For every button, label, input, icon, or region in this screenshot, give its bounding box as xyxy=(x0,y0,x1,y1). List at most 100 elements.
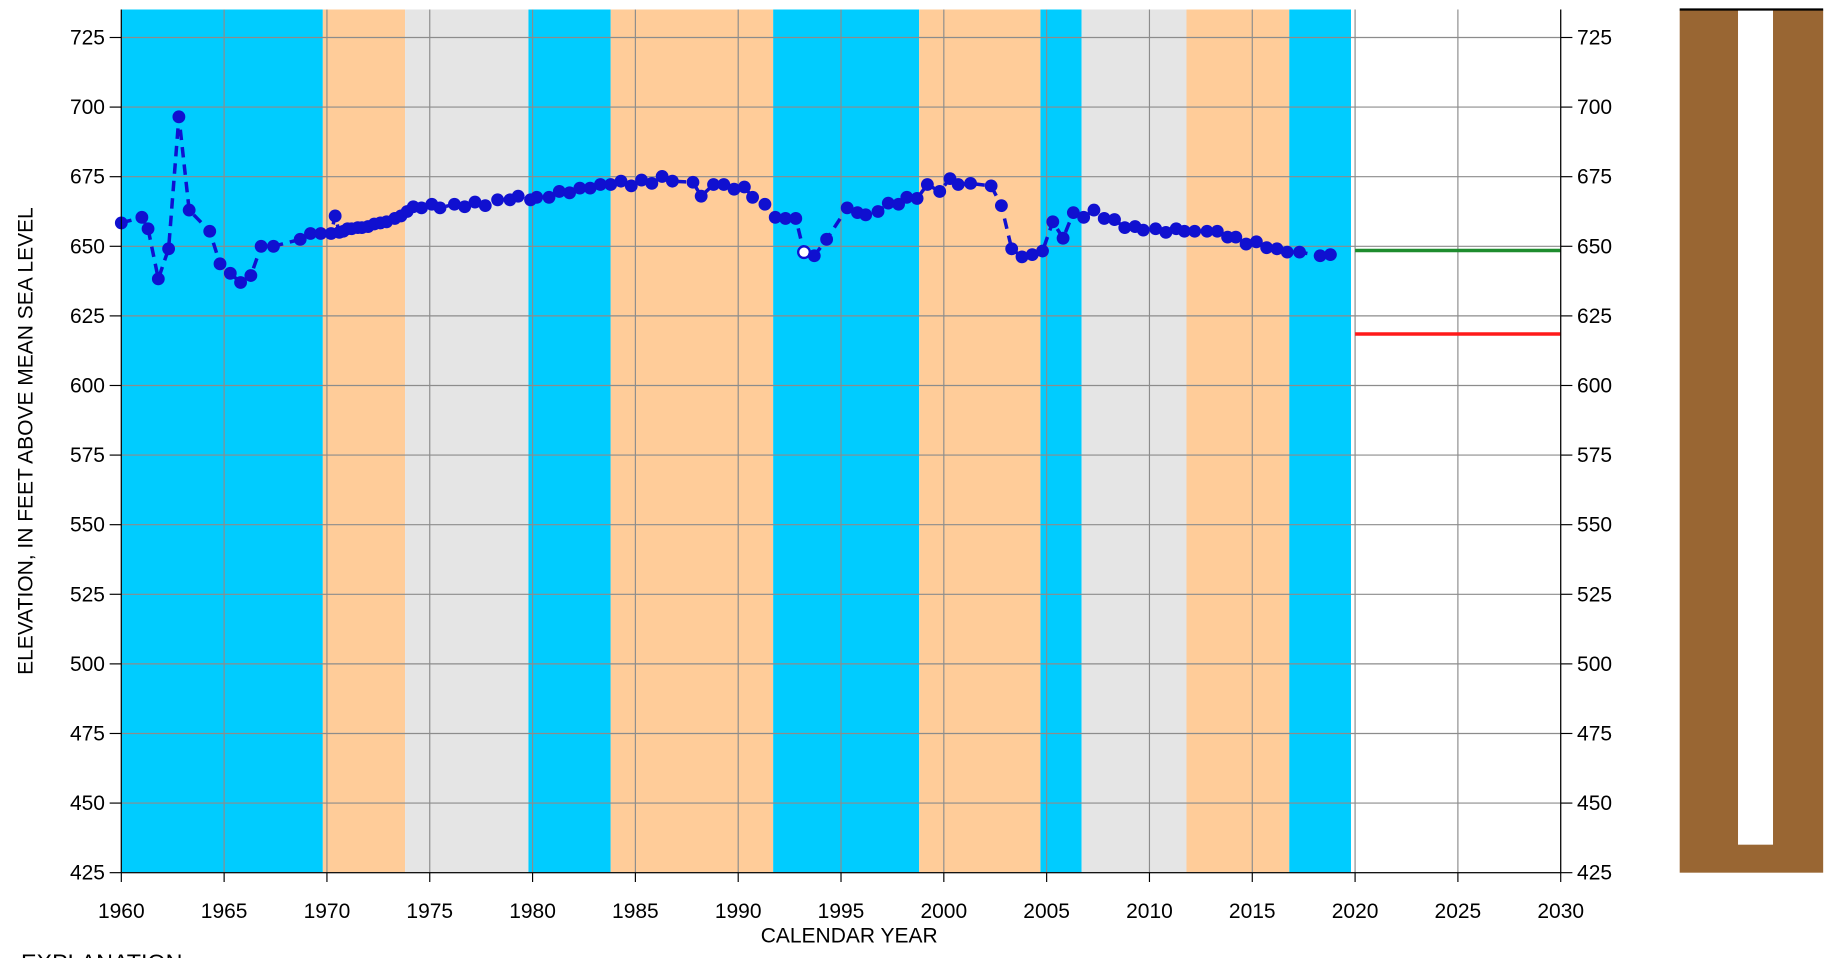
y-tick-label-right: 675 xyxy=(1577,166,1612,189)
data-point xyxy=(203,224,217,238)
data-point xyxy=(328,209,342,223)
well-bore xyxy=(1738,9,1774,845)
period-band xyxy=(773,9,920,873)
y-tick-label-right: 525 xyxy=(1577,583,1612,606)
data-point xyxy=(162,242,176,256)
y-tick-label: 700 xyxy=(70,96,105,119)
period-band xyxy=(1040,9,1082,873)
data-point xyxy=(758,197,772,211)
x-tick-label: 1970 xyxy=(304,900,351,923)
period-band xyxy=(919,9,1041,873)
data-point xyxy=(1239,237,1253,251)
explanation-title: EXPLANATION xyxy=(21,950,183,958)
data-point xyxy=(1108,213,1121,226)
data-point xyxy=(1015,250,1029,264)
period-band xyxy=(1081,9,1187,873)
data-point xyxy=(530,190,544,204)
data-point xyxy=(182,203,196,217)
y-tick-label-right: 550 xyxy=(1577,514,1612,537)
data-point xyxy=(135,210,149,224)
data-point xyxy=(1066,206,1080,220)
period-band xyxy=(1186,9,1290,873)
data-point xyxy=(1036,244,1049,258)
data-point xyxy=(244,269,258,282)
y-tick-label: 500 xyxy=(70,653,105,676)
data-point xyxy=(717,178,731,191)
y-tick-label: 525 xyxy=(70,583,105,606)
y-tick-label: 600 xyxy=(70,374,105,397)
x-tick-label: 1990 xyxy=(715,900,762,923)
data-point xyxy=(951,178,965,191)
data-point xyxy=(478,199,492,213)
y-tick-label-right: 500 xyxy=(1577,653,1612,676)
data-point xyxy=(614,174,628,188)
data-point xyxy=(665,174,679,188)
x-tick-label: 2000 xyxy=(920,900,967,923)
y-tick-label: 625 xyxy=(70,305,105,328)
data-point xyxy=(984,179,998,193)
data-point xyxy=(737,180,751,194)
axes: 1960 1965 1970 1975 1980 1985 1990 1995 2000 2005… xyxy=(70,9,1612,923)
data-point xyxy=(458,200,472,214)
y-tick-label-right: 625 xyxy=(1577,305,1612,328)
y-tick-label: 550 xyxy=(70,514,105,537)
x-tick-label: 2020 xyxy=(1332,900,1379,923)
period-band xyxy=(121,9,323,873)
y-tick-label-right: 475 xyxy=(1577,722,1612,745)
x-tick-label: 1985 xyxy=(612,900,659,923)
data-point xyxy=(1087,203,1101,217)
y-tick-label: 650 xyxy=(70,235,105,258)
data-point xyxy=(859,208,873,222)
data-point xyxy=(645,176,659,190)
well-diagram xyxy=(1679,8,1824,873)
x-tick-label: 1980 xyxy=(509,900,556,923)
data-point xyxy=(293,232,307,246)
reference-lines xyxy=(1355,248,1561,336)
data-point xyxy=(807,249,821,263)
y-tick-label-right: 600 xyxy=(1577,374,1612,397)
data-point xyxy=(994,199,1008,213)
data-point xyxy=(694,189,708,203)
x-tick-label: 1975 xyxy=(406,900,453,923)
data-point xyxy=(1056,231,1070,245)
data-point xyxy=(254,239,268,253)
data-point xyxy=(151,272,165,286)
data-point xyxy=(871,205,885,218)
data-point xyxy=(624,179,638,193)
x-tick-label: 2025 xyxy=(1435,900,1482,923)
data-point xyxy=(789,212,803,225)
y-tick-label: 725 xyxy=(70,26,105,49)
data-point xyxy=(1046,215,1060,229)
y-tick-label-right: 575 xyxy=(1577,444,1612,467)
period-band xyxy=(1289,9,1351,873)
x-tick-label: 2010 xyxy=(1126,900,1173,923)
x-tick-label: 2030 xyxy=(1537,900,1584,923)
x-axis-label: CALENDAR YEAR xyxy=(761,925,938,948)
data-point xyxy=(433,201,447,215)
data-point xyxy=(1293,245,1306,259)
series xyxy=(114,110,1337,289)
data-point xyxy=(1249,235,1263,249)
data-point xyxy=(910,191,924,205)
y-tick-label-right: 725 xyxy=(1577,26,1612,49)
data-point xyxy=(840,201,854,215)
period-band xyxy=(322,9,406,873)
data-point xyxy=(542,190,556,204)
data-point xyxy=(234,276,247,289)
x-tick-label: 2015 xyxy=(1229,900,1276,923)
data-point xyxy=(1188,224,1202,238)
y-axis-label: ELEVATION, IN FEET ABOVE MEAN SEA LEVEL xyxy=(15,207,38,675)
data-point xyxy=(1229,230,1243,244)
y-tick-label-right: 450 xyxy=(1577,792,1612,815)
data-point xyxy=(563,186,576,200)
x-tick-label: 1960 xyxy=(98,900,145,923)
data-point xyxy=(964,176,977,190)
data-point xyxy=(1280,245,1294,259)
y-tick-label-right: 425 xyxy=(1577,862,1612,885)
x-tick-label: 1995 xyxy=(818,900,865,923)
data-point xyxy=(267,239,280,253)
data-point xyxy=(1323,248,1337,262)
data-point xyxy=(1136,223,1150,237)
x-tick-label: 1965 xyxy=(201,900,248,923)
data-point xyxy=(727,182,741,196)
